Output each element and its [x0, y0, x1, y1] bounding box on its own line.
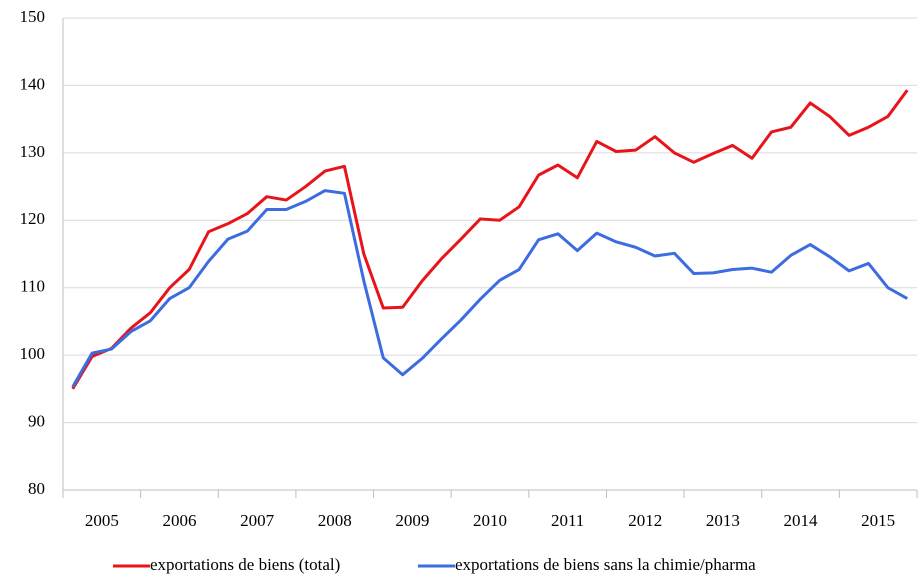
- series-line: [71, 189, 909, 388]
- y-tick-label: 90: [28, 411, 45, 430]
- y-tick-label: 80: [28, 479, 45, 498]
- legend-label: exportations de biens sans la chimie/pha…: [455, 555, 756, 574]
- x-tick-label: 2011: [551, 511, 584, 530]
- y-tick-label: 140: [20, 74, 46, 93]
- x-tick-label: 2013: [706, 511, 740, 530]
- y-tick-label: 150: [20, 7, 46, 26]
- x-tick-label: 2007: [240, 511, 275, 530]
- x-tick-label: 2012: [628, 511, 662, 530]
- series-line: [71, 89, 909, 390]
- x-tick-label: 2015: [861, 511, 895, 530]
- x-tick-label: 2005: [85, 511, 119, 530]
- y-tick-label: 110: [20, 277, 45, 296]
- x-tick-label: 2008: [318, 511, 352, 530]
- y-tick-label: 130: [20, 142, 46, 161]
- x-tick-label: 2006: [162, 511, 196, 530]
- legend-label: exportations de biens (total): [150, 555, 340, 574]
- x-tick-label: 2014: [784, 511, 819, 530]
- x-tick-label: 2010: [473, 511, 507, 530]
- y-tick-label: 100: [20, 344, 46, 363]
- x-tick-label: 2009: [395, 511, 429, 530]
- y-tick-label: 120: [20, 209, 46, 228]
